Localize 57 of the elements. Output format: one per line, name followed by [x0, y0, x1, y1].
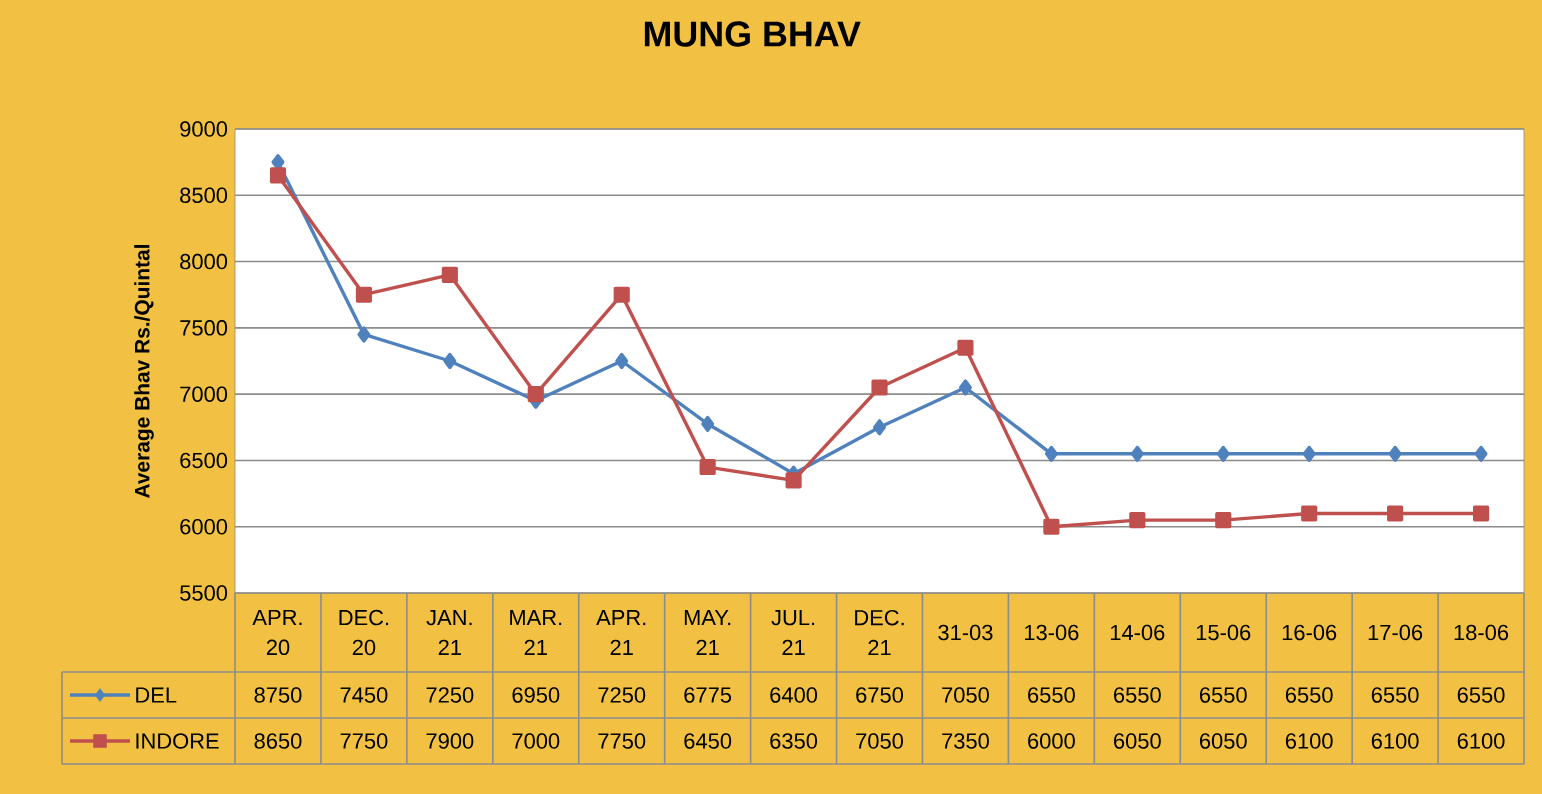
y-tick-label: 5500 [180, 585, 228, 601]
data-label: 6400 [770, 687, 818, 703]
data-label: 7750 [340, 733, 388, 749]
x-tick-label: APR. 21 [596, 610, 646, 655]
data-label: 6550 [1199, 687, 1247, 703]
data-label: 7000 [512, 733, 560, 749]
data-label: 6000 [1028, 733, 1075, 749]
data-label: 7250 [426, 687, 474, 703]
data-label: 7350 [942, 733, 989, 749]
x-tick-label: 15-06 [1196, 624, 1251, 641]
y-tick-label: 9000 [180, 121, 228, 137]
data-label: 6550 [1285, 687, 1333, 703]
x-tick-label: JAN. 21 [426, 610, 472, 655]
data-label: 7450 [340, 687, 388, 703]
data-label: 8750 [254, 687, 302, 703]
data-label: 8650 [254, 733, 302, 749]
y-tick-label: 8000 [180, 253, 228, 270]
data-label: 6100 [1457, 733, 1505, 749]
data-label: 7250 [598, 687, 646, 703]
legend-label: DEL [136, 687, 177, 703]
data-label: 6550 [1371, 687, 1419, 703]
data-label: 6550 [1028, 687, 1075, 703]
data-label: 6750 [856, 687, 903, 703]
x-tick-label: 16-06 [1282, 624, 1337, 641]
y-tick-label: 6000 [180, 518, 228, 535]
x-tick-label: APR. 20 [252, 609, 302, 656]
x-tick-label: JUL. 21 [771, 610, 815, 655]
x-tick-label: DEC. 20 [339, 609, 389, 656]
x-tick-label: 18-06 [1454, 624, 1509, 641]
data-label: 7900 [426, 733, 474, 749]
data-label: 6350 [770, 733, 818, 749]
x-tick-label: 31-03 [938, 624, 993, 641]
y-tick-label: 8500 [180, 187, 228, 204]
data-label: 7050 [942, 687, 989, 703]
data-label: 6100 [1285, 733, 1333, 749]
data-label: 7050 [856, 733, 903, 749]
y-tick-label: 6500 [180, 452, 228, 469]
data-label: 6550 [1457, 687, 1505, 703]
data-label: 6950 [512, 687, 560, 703]
x-tick-label: MAR. 21 [510, 610, 562, 655]
chart-title: MUNG BHAV [644, 21, 861, 47]
x-tick-label: MAY. 21 [684, 610, 731, 655]
x-tick-label: DEC. 21 [855, 609, 904, 656]
data-label: 6775 [684, 687, 732, 703]
legend-label: INDORE [136, 733, 219, 749]
x-tick-label: 14-06 [1110, 624, 1165, 641]
y-tick-label: 7500 [180, 320, 228, 336]
data-label: 6050 [1199, 733, 1247, 749]
x-tick-label: 13-06 [1025, 624, 1079, 641]
data-label: 6100 [1371, 733, 1419, 749]
data-label: 6450 [684, 733, 732, 749]
y-axis-title: Average Bhav Rs./Quintal [134, 244, 154, 498]
x-tick-label: 17-06 [1368, 624, 1423, 641]
data-label: 6550 [1114, 687, 1161, 703]
data-label: 6050 [1114, 733, 1161, 749]
y-tick-label: 7000 [180, 386, 228, 402]
data-label: 7750 [598, 733, 646, 749]
